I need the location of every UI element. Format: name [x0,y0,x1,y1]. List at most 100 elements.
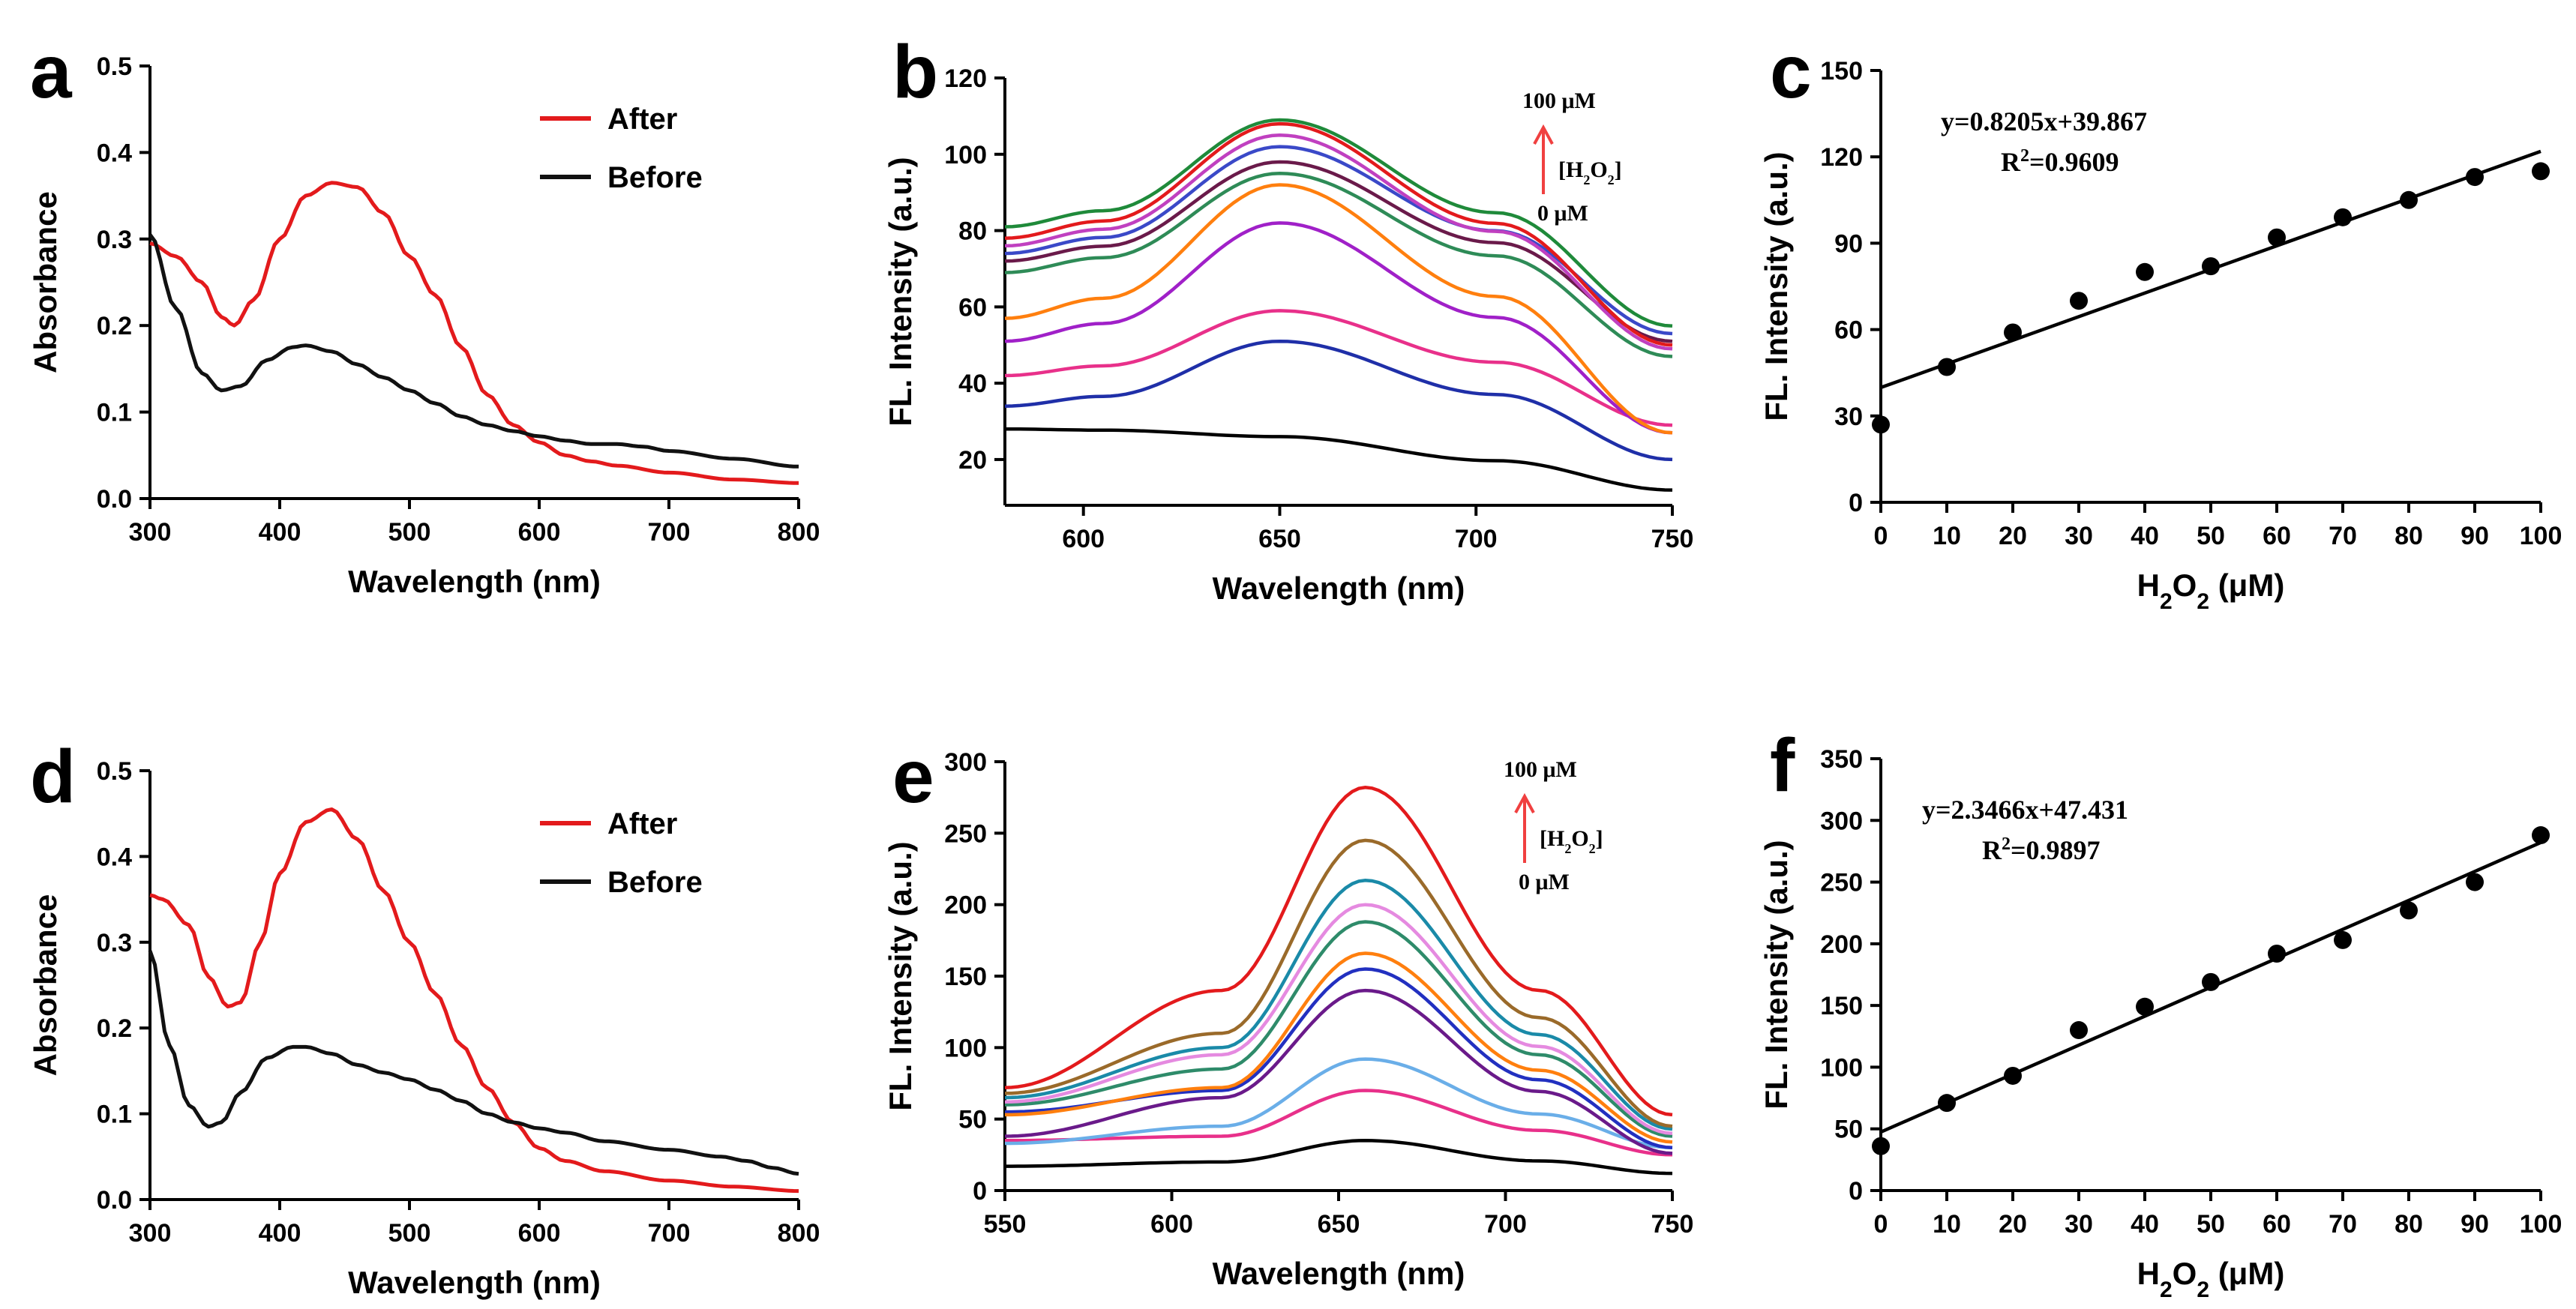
y-tick-label: 120 [1820,143,1863,172]
panel-a-series-after [149,181,799,485]
y-tick-label: 0 [1849,489,1863,517]
y-tick-label: 60 [958,293,987,322]
panel-f-axes: 0 10 20 30 40 50 60 70 80 90 100 0 50 100 150 200 250 300… [1759,745,2562,1302]
panel-c-data-point [2466,168,2484,187]
panel-e-spectrum-10 [1004,786,1673,1117]
panel-e-spectrum-2 [1004,1057,1673,1150]
panel-e-spectrum-5 [1005,951,1673,1144]
y-tick-label: 350 [1820,745,1863,774]
panel-c-ylabel: FL. Intensity (a.u.) [1759,151,1794,421]
x-tick-label: 10 [1933,1210,1961,1239]
y-tick-label: 250 [944,819,987,848]
x-tick-label: 600 [1062,525,1105,553]
panel-b-spectrum-6 [1004,160,1673,343]
panel-f-data-point [2268,945,2286,963]
y-tick-label: 200 [1820,930,1863,959]
y-tick-label: 0 [1849,1177,1863,1206]
x-tick-label: 0 [1874,1210,1888,1239]
panel-f-ylabel: FL. Intensity (a.u.) [1759,840,1794,1109]
panel-d-xlabel: Wavelength (nm) [348,1265,601,1300]
legend-label: Before [607,866,703,899]
panel-c-data-point [2202,257,2220,276]
panel-c-data-point [1872,415,1890,434]
x-tick-label: 300 [129,1219,172,1248]
x-tick-label: 800 [778,518,820,547]
panel-c-data-point [2070,292,2088,310]
y-tick-label: 100 [1820,1053,1863,1082]
panel-e-concentration-annotation: 100 μM [H2O2] 0 μM [1504,757,1603,894]
panel-d-ylabel: Absorbance [28,894,63,1077]
y-tick-label: 0 [973,1177,987,1206]
panel-b-xlabel: Wavelength (nm) [1213,571,1465,606]
y-tick-label: 0.3 [97,226,132,254]
panel-e-axes: 550 600 650 700 750 0 50 100 150 200 250 300 FL. Int… [883,748,1693,1291]
x-tick-label: 800 [778,1219,820,1248]
y-tick-label: 0.1 [97,1101,132,1129]
legend-label: After [607,807,677,840]
x-tick-label: 0 [1874,522,1888,550]
panel-a-letter: a [30,30,73,114]
x-tick-label: 400 [259,518,301,547]
arrowhead-icon [1533,124,1554,145]
x-tick-label: 100 [2520,1210,2563,1239]
y-tick-label: 0.2 [97,1014,132,1043]
y-tick-label: 100 [944,141,987,169]
y-tick-label: 50 [958,1106,987,1134]
panel-b-axes: 600 650 700 750 20 40 60 80 100 120 FL. Intensity … [883,64,1693,606]
panel-b-spectrum-0 [1005,427,1673,492]
x-tick-label: 600 [518,518,561,547]
y-tick-label: 0.4 [97,843,132,871]
y-tick-label: 0.4 [97,139,132,167]
y-tick-label: 40 [958,370,987,398]
annotation-top: 100 μM [1522,88,1596,113]
panel-f-r-squared: R2=0.9897 [1982,834,2101,865]
panel-a-ylabel: Absorbance [28,191,63,373]
x-tick-label: 650 [1318,1210,1360,1239]
annotation-bottom: 0 μM [1519,870,1570,894]
panel-f-data-point [2466,873,2484,891]
x-tick-label: 50 [2197,1210,2225,1239]
panel-e-spectrum-0 [1005,1139,1673,1176]
y-tick-label: 20 [958,446,987,475]
panel-f-data-point [2334,930,2352,949]
x-tick-label: 700 [1484,1210,1527,1239]
panel-d-letter: d [30,735,76,819]
panel-e-spectrum-1 [1005,1089,1673,1157]
x-tick-label: 700 [648,1219,691,1248]
panel-c-data-point [2532,162,2550,181]
panel-e-spectrum-8 [1004,879,1673,1131]
y-tick-label: 0.2 [97,312,132,340]
x-tick-label: 100 [2520,522,2563,550]
x-tick-label: 600 [518,1219,561,1248]
panel-b-spectrum-3 [1004,221,1673,435]
y-tick-label: 0.0 [97,485,132,514]
panel-e-spectrum-3 [1004,988,1673,1155]
x-tick-label: 50 [2197,522,2225,550]
panel-f-xlabel: H2O2 (μM) [2137,1256,2285,1302]
panel-d-axes: 300 400 500 600 700 800 0.0 0.1 0.2 0.3 0.4 0.5 Abso… [28,757,820,1300]
y-tick-label: 120 [944,64,987,93]
panel-b-ylabel: FL. Intensity (a.u.) [883,157,918,426]
y-tick-label: 0.3 [97,929,132,957]
annotation-bottom: 0 μM [1537,201,1588,226]
panel-c-axes: 0 10 20 30 40 50 60 70 80 90 100 0 30 60 90 120 150 FL. I… [1759,57,2562,614]
panel-f-letter: f [1770,723,1795,807]
panel-e-spectrum-7 [1004,903,1673,1135]
legend-label: After [607,103,677,136]
panel-f-fit-equation: y=2.3466x+47.431 [1922,795,2128,825]
panel-d-series-after [149,807,799,1194]
y-tick-label: 30 [1834,403,1863,431]
x-tick-label: 550 [984,1210,1027,1239]
y-tick-label: 0.5 [97,52,132,81]
panel-f-data-point [2400,901,2418,920]
panel-c-data-point [2400,190,2418,209]
panel-b-spectrum-5 [1004,171,1673,358]
panel-e-xlabel: Wavelength (nm) [1213,1256,1465,1291]
y-tick-label: 80 [958,217,987,246]
panel-f-data-point [2136,997,2154,1016]
annotation-middle: [H2O2] [1540,826,1603,856]
panel-f-data-point [1872,1137,1890,1155]
panel-c-data-point [1938,358,1956,376]
panel-a-xlabel: Wavelength (nm) [348,564,601,599]
x-tick-label: 70 [2329,1210,2357,1239]
